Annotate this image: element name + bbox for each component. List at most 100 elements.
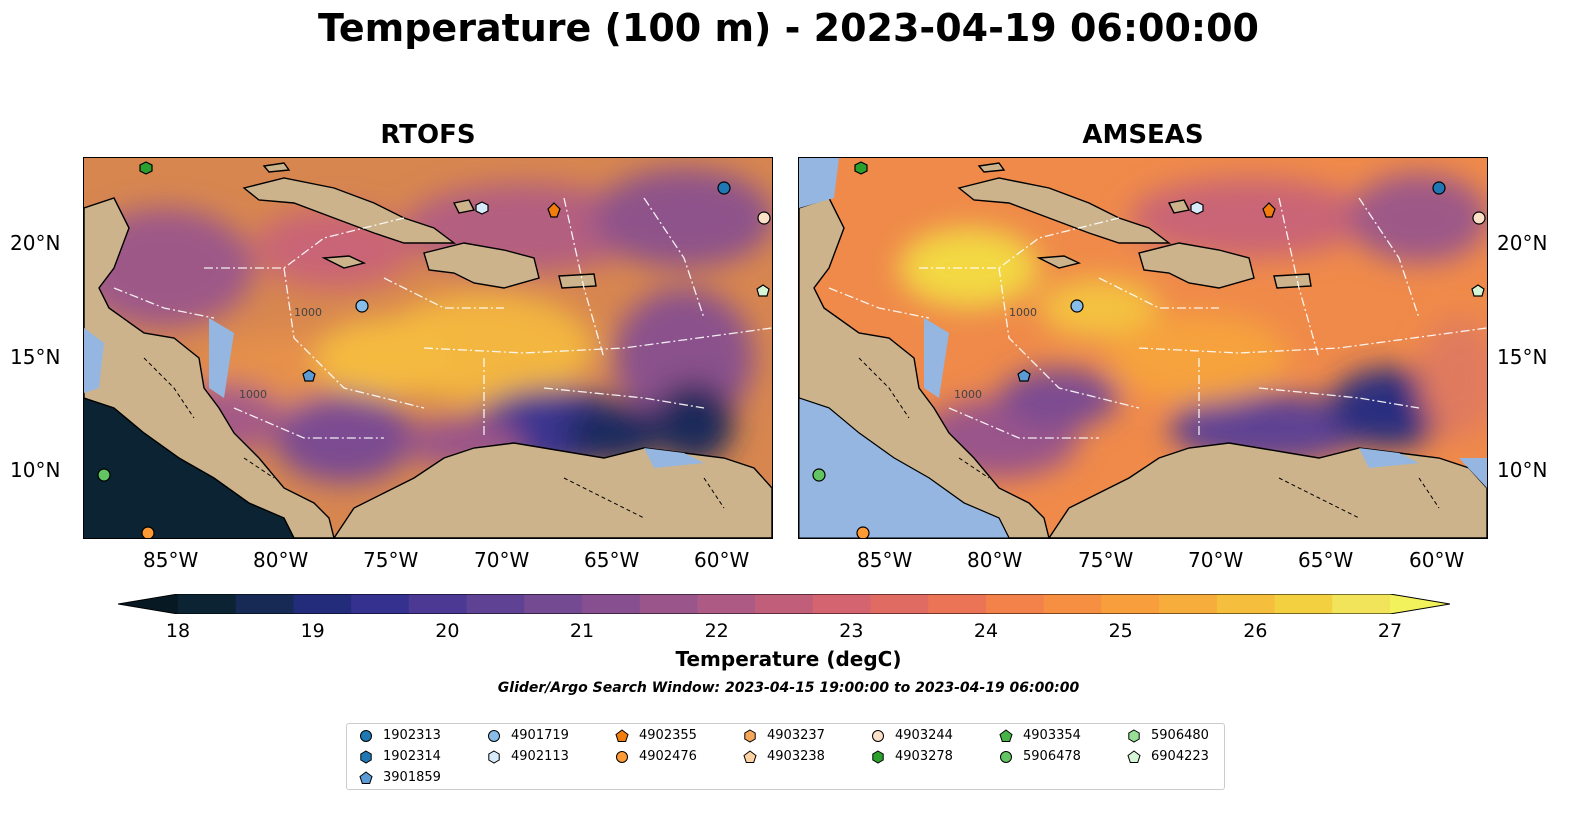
legend-item-label: 4902355 [639,728,697,743]
colorbar-segment [408,594,468,614]
contour-label: 1000 [294,306,322,319]
colorbar-tick-label: 24 [973,620,999,642]
colorbar-segment [466,594,525,614]
pentagon-marker-icon [359,770,373,784]
colorbar-segment [351,594,410,614]
legend-item: 1902314 [359,749,441,764]
legend-item: 4902113 [487,749,569,764]
contour-label: 1000 [1009,306,1037,319]
colorbar-segment [524,594,583,614]
map-amseas[interactable]: 1000 1000 [798,157,1488,539]
map-rtofs[interactable]: 1000 1000 [83,157,773,539]
colorbar-segment [1274,594,1333,614]
legend-item-label: 4901719 [511,728,569,743]
marker-4901719 [1070,299,1084,313]
legend-item: 4903238 [743,749,825,764]
legend-item-label: 1902313 [383,728,441,743]
colorbar-over-extension [1390,594,1450,614]
marker-5906478 [812,468,826,482]
lon-tick-label: 70°W [474,548,530,572]
lon-tick-label: 65°W [1298,548,1354,572]
colorbar-under-extension [118,594,178,614]
colorbar-segment [235,594,294,614]
lat-tick-label: 20°N [1497,231,1548,255]
lon-tick-label: 65°W [584,548,640,572]
colorbar-segment [812,594,872,614]
colorbar-segment [1101,594,1160,614]
colorbar-segment [178,594,237,614]
lon-tick-label: 80°W [967,548,1023,572]
circle-marker-icon [488,729,500,742]
lon-tick-label: 70°W [1188,548,1244,572]
legend-item: 6904223 [1127,749,1209,764]
colorbar-segment [1332,594,1391,614]
lat-tick-label: 15°N [1497,345,1548,369]
marker-4903278 [139,161,153,175]
hexagon-marker-icon [488,749,500,764]
marker-6904223 [1471,284,1485,297]
legend-item-label: 4902113 [511,749,569,764]
marker-3901859 [302,369,316,382]
search-window-text: Glider/Argo Search Window: 2023-04-15 19… [497,680,1080,696]
legend-item: 5906478 [999,749,1081,764]
legend-item: 4901719 [487,728,569,743]
colorbar-tick-label: 27 [1377,620,1403,642]
colorbar-segment [639,594,698,614]
colorbar-tick-label: 23 [839,620,864,642]
circle-marker-icon [1000,750,1012,763]
colorbar-segment [582,594,641,614]
circle-marker-icon [616,750,628,763]
legend: 1902313 1902314 3901859 4901719 4902113 49023… [346,723,1225,790]
hexagon-marker-icon [360,749,372,764]
colorbar-tick-label: 26 [1243,620,1268,642]
colorbar-segment [755,594,814,614]
marker-1902313 [1432,181,1446,195]
legend-item-label: 6904223 [1151,749,1209,764]
colorbar-tick-label: 25 [1108,620,1133,642]
colorbar [118,594,1450,614]
lon-tick-label: 60°W [1409,548,1465,572]
marker-4902476 [856,526,870,538]
legend-item-label: 5906480 [1151,728,1209,743]
marker-4902113 [1190,201,1204,215]
contour-label: 1000 [954,388,982,401]
legend-item-label: 4903354 [1023,728,1081,743]
marker-3901859 [1017,369,1031,382]
colorbar-segment [1159,594,1218,614]
lon-tick-label: 80°W [253,548,309,572]
lon-tick-label: 75°W [1078,548,1134,572]
legend-item-label: 4903237 [767,728,825,743]
legend-item: 4903278 [871,749,953,764]
colorbar-segment [986,594,1045,614]
legend-item-label: 4903278 [895,749,953,764]
legend-item: 4902476 [615,749,697,764]
circle-marker-icon [872,729,884,742]
lat-tick-label: 10°N [10,458,61,482]
marker-4902355 [547,202,561,218]
legend-item: 4903237 [743,728,825,743]
pentagon-marker-icon [615,728,629,742]
pentagon-marker-icon [1127,749,1141,763]
marker-4903244 [757,211,771,225]
lon-tick-label: 60°W [694,548,750,572]
lon-tick-label: 85°W [857,548,913,572]
figure-title: Temperature (100 m) - 2023-04-19 06:00:0… [317,6,1259,50]
marker-4901719 [355,299,369,313]
legend-item-label: 3901859 [383,770,441,785]
colorbar-tick-label: 20 [435,620,460,642]
lat-tick-label: 10°N [1497,458,1548,482]
hexagon-marker-icon [1128,728,1140,743]
marker-5906478 [97,468,111,482]
colorbar-segment [697,594,756,614]
panel-title-amseas: AMSEAS [1082,120,1204,150]
colorbar-tick-label: 22 [704,620,729,642]
lat-tick-label: 15°N [10,345,61,369]
legend-item-label: 4902476 [639,749,697,764]
marker-1902313 [717,181,731,195]
legend-item-label: 5906478 [1023,749,1081,764]
legend-item-label: 4903238 [767,749,825,764]
colorbar-segment [870,594,929,614]
legend-item: 4903354 [999,728,1081,743]
colorbar-segment [293,594,352,614]
colorbar-label: Temperature (degC) [675,647,902,671]
